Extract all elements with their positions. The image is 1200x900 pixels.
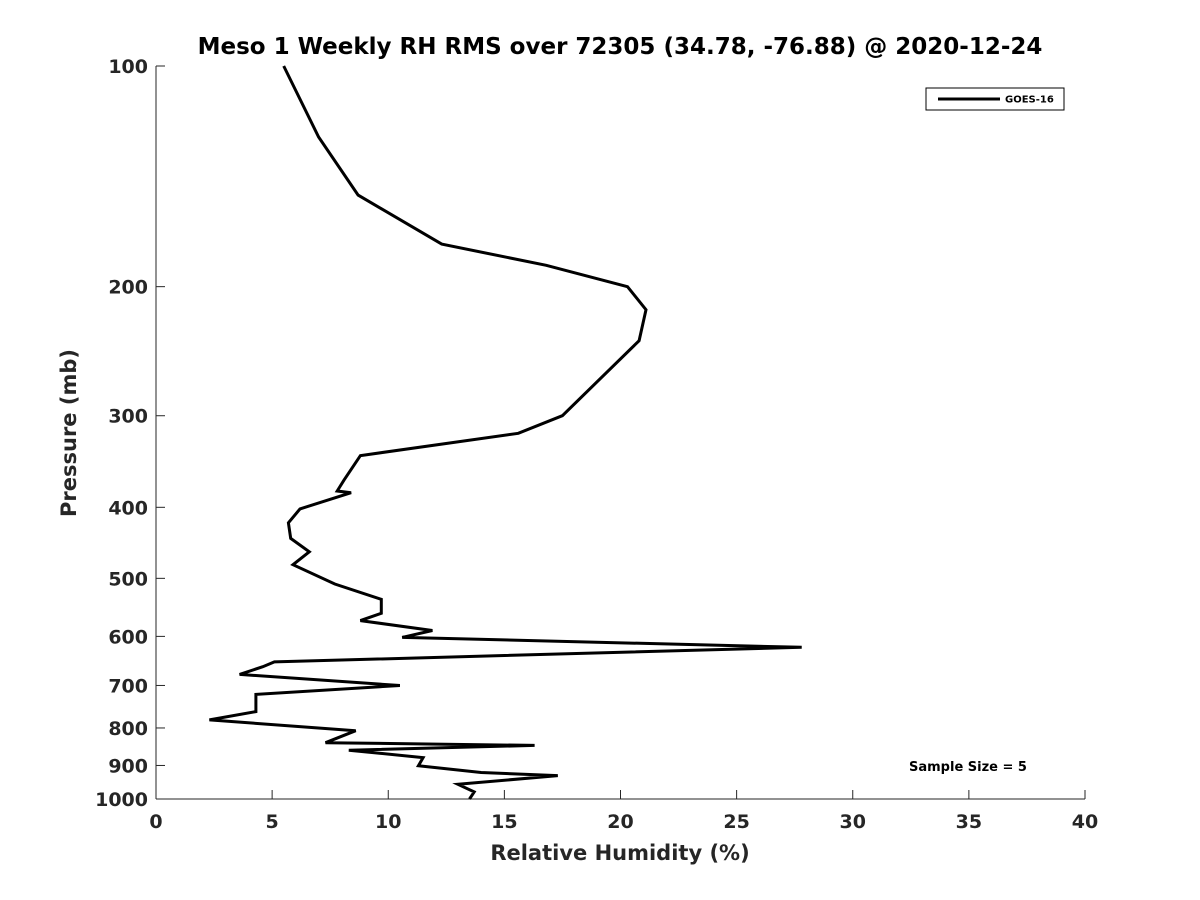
sample-size-annotation: Sample Size = 5 xyxy=(909,760,1027,775)
legend-label: GOES-16 xyxy=(1005,95,1054,106)
x-tick-label: 0 xyxy=(149,811,162,833)
x-tick-label: 35 xyxy=(956,811,982,833)
x-tick-label: 25 xyxy=(723,811,749,833)
y-axis-label: Pressure (mb) xyxy=(57,349,81,517)
chart-title: Meso 1 Weekly RH RMS over 72305 (34.78, … xyxy=(198,34,1043,60)
series-line-0 xyxy=(209,65,802,800)
y-tick-label: 100 xyxy=(108,56,148,78)
y-tick-label: 400 xyxy=(108,497,148,519)
y-tick-label: 500 xyxy=(108,568,148,590)
x-tick-label: 30 xyxy=(840,811,866,833)
x-tick-label: 40 xyxy=(1072,811,1098,833)
legend: GOES-16 xyxy=(925,87,1065,111)
y-tick-label: 300 xyxy=(108,406,148,428)
x-axis-label: Relative Humidity (%) xyxy=(490,841,749,865)
x-tick-label: 5 xyxy=(266,811,279,833)
y-tick-label: 700 xyxy=(108,675,148,697)
x-tick-label: 20 xyxy=(607,811,633,833)
x-tick-label: 15 xyxy=(491,811,517,833)
plot-area: 0 5 10 15 20 25 30 35 40 100 200 300 400 500 600 700 800… xyxy=(95,56,1098,833)
y-tick-label: 900 xyxy=(108,755,148,777)
y-tick-label: 800 xyxy=(108,718,148,740)
y-tick-label: 600 xyxy=(108,626,148,648)
y-tick-label: 1000 xyxy=(95,789,148,811)
y-tick-label: 200 xyxy=(108,277,148,299)
x-tick-label: 10 xyxy=(375,811,401,833)
